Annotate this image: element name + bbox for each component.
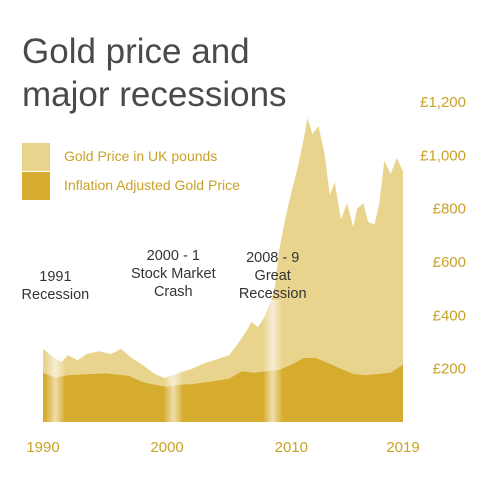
annotation-line: Recession <box>21 287 90 303</box>
recession-band <box>262 300 283 422</box>
y-tick-label: £600 <box>433 254 466 271</box>
chart-title: Gold price and major recessions <box>22 30 287 116</box>
area-gold-price <box>43 118 403 422</box>
y-tick-label: £400 <box>433 307 466 324</box>
legend-swatch-inflation-adjusted <box>22 172 50 200</box>
recession-bands <box>45 300 283 422</box>
annotation-2000-crash: 2000 - 1 Stock Market Crash <box>131 247 216 301</box>
x-tick-label: 1990 <box>26 439 59 456</box>
x-tick-label: 2010 <box>275 439 308 456</box>
y-tick-label: £1,000 <box>420 147 466 164</box>
chart-title-line-1: Gold price and <box>22 32 250 71</box>
annotation-line: Great <box>254 268 291 284</box>
plot-area <box>43 118 403 422</box>
annotation-line: 2008 - 9 <box>246 250 300 266</box>
annotation-2008-recession: 2008 - 9 Great Recession <box>239 249 307 303</box>
y-tick-label: £800 <box>433 201 466 218</box>
axis-ticks: 1990 2000 2010 2019 £200 £400 £600 £800 £1,000 £1… <box>26 94 466 456</box>
x-tick-label: 2019 <box>386 439 419 456</box>
annotation-1991-recession: 1991 Recession <box>22 268 90 304</box>
annotation-line: 2000 - 1 <box>146 248 200 264</box>
legend-swatch-gold-price <box>22 143 50 171</box>
annotation-line: Crash <box>153 284 193 300</box>
annotation-line: Recession <box>238 286 307 302</box>
legend-label-gold-price: Gold Price in UK pounds <box>64 148 218 164</box>
chart-title-line-2: major recessions <box>22 75 287 114</box>
area-inflation-adjusted <box>43 358 403 422</box>
y-tick-label: £1,200 <box>420 94 466 111</box>
y-tick-label: £200 <box>433 361 466 378</box>
annotation-line: 1991 <box>39 269 72 285</box>
recession-band <box>163 300 184 422</box>
recession-band <box>45 300 66 422</box>
x-tick-label: 2000 <box>150 439 183 456</box>
annotation-line: Stock Market <box>130 266 216 282</box>
legend-label-inflation-adjusted: Inflation Adjusted Gold Price <box>64 177 240 193</box>
